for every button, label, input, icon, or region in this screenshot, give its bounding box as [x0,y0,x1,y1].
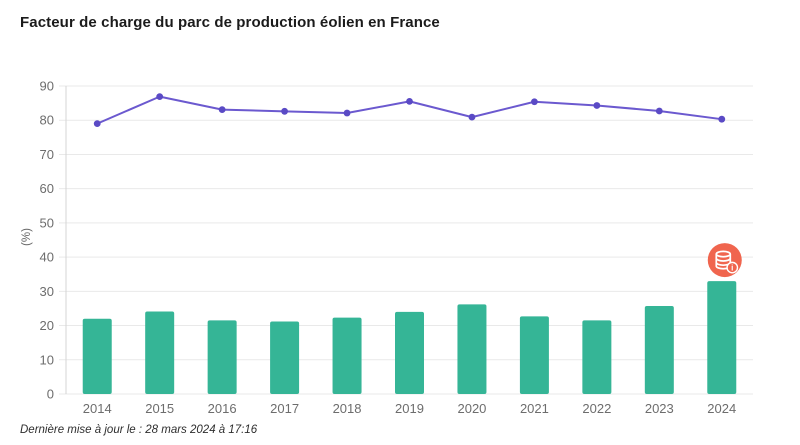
y-tick-label-10: 10 [40,352,54,367]
bar-2018[interactable] [332,317,362,394]
x-tick-label-2021: 2021 [520,401,549,416]
line-point-2018[interactable] [343,109,351,117]
x-tick-label-2024: 2024 [707,401,736,416]
x-tick-label-2019: 2019 [395,401,424,416]
line-point-2016[interactable] [218,106,226,114]
bar-2014[interactable] [82,318,112,394]
y-tick-label-40: 40 [40,250,54,265]
bar-2021[interactable] [519,316,549,394]
line-point-2022[interactable] [593,102,601,109]
line-point-2014[interactable] [93,120,101,128]
y-tick-label-80: 80 [40,113,54,128]
y-tick-label-0: 0 [47,387,54,402]
x-tick-label-2022: 2022 [582,401,611,416]
bar-2022[interactable] [582,320,612,394]
line-point-2020[interactable] [468,113,476,121]
line-point-2015[interactable] [156,93,164,101]
x-tick-label-2017: 2017 [270,401,299,416]
bar-2024[interactable] [707,281,737,394]
x-tick-label-2016: 2016 [208,401,237,416]
bar-2023[interactable] [644,306,674,394]
y-tick-label-20: 20 [40,318,54,333]
bar-2016[interactable] [207,320,237,394]
chart-title: Facteur de charge du parc de production … [20,14,440,31]
x-tick-label-2023: 2023 [645,401,674,416]
y-tick-label-50: 50 [40,215,54,230]
y-tick-label-60: 60 [40,181,54,196]
x-tick-label-2014: 2014 [83,401,112,416]
line-point-2023[interactable] [655,107,663,115]
y-tick-label-90: 90 [40,79,54,94]
info-mark-circle [726,261,739,274]
bar-2015[interactable] [145,311,175,394]
x-tick-label-2020: 2020 [457,401,486,416]
y-axis-title: (%) [21,228,33,246]
y-tick-label-30: 30 [40,284,54,299]
line-point-2019[interactable] [406,98,413,105]
database-info-icon[interactable]: i [707,243,742,278]
bar-2020[interactable] [457,304,487,394]
x-tick-label-2018: 2018 [333,401,362,416]
info-mark: i [731,263,733,272]
y-tick-label-70: 70 [40,147,54,162]
line-point-2021[interactable] [531,98,538,106]
bar-2019[interactable] [395,311,424,394]
line-point-2017[interactable] [281,107,288,115]
x-tick-label-2015: 2015 [145,401,174,416]
last-update-note: Dernière mise à jour le : 28 mars 2024 à… [20,424,258,436]
bar-2017[interactable] [270,321,300,394]
line-point-2024[interactable] [718,115,726,123]
